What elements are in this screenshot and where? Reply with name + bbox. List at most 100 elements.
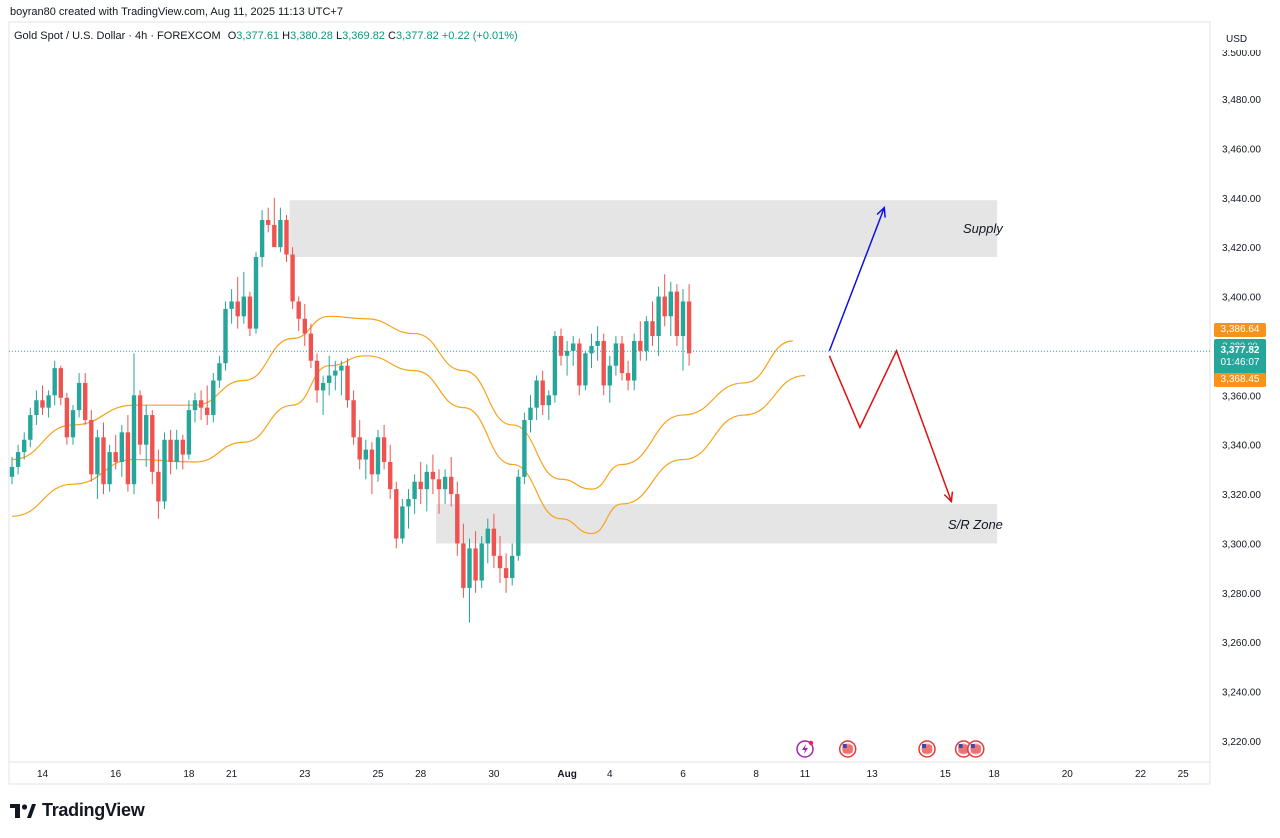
candle[interactable] xyxy=(583,350,588,391)
candle[interactable] xyxy=(485,518,490,564)
candle[interactable] xyxy=(101,422,106,495)
candle[interactable] xyxy=(503,553,509,593)
candle[interactable] xyxy=(442,469,448,504)
candle[interactable] xyxy=(522,412,527,485)
candle[interactable] xyxy=(345,358,350,408)
candle[interactable] xyxy=(528,395,533,433)
candle[interactable] xyxy=(235,276,240,329)
candle[interactable] xyxy=(95,429,100,500)
candle[interactable] xyxy=(564,340,570,376)
candle[interactable] xyxy=(375,429,381,482)
candle[interactable] xyxy=(369,442,375,495)
candle[interactable] xyxy=(455,481,460,556)
candle[interactable] xyxy=(320,375,326,416)
candle[interactable] xyxy=(473,531,478,593)
candle[interactable] xyxy=(388,444,393,500)
candle[interactable] xyxy=(70,405,76,445)
candle[interactable] xyxy=(613,336,619,376)
candle[interactable] xyxy=(198,390,204,420)
candle[interactable] xyxy=(357,420,362,470)
candle[interactable] xyxy=(58,365,63,406)
candle[interactable] xyxy=(467,538,472,623)
candle[interactable] xyxy=(180,434,185,470)
candle[interactable] xyxy=(314,353,320,403)
candle[interactable] xyxy=(595,326,600,361)
candle[interactable] xyxy=(22,432,27,460)
candle[interactable] xyxy=(223,301,228,371)
candle[interactable] xyxy=(424,464,429,512)
candle[interactable] xyxy=(632,333,637,391)
candle[interactable] xyxy=(400,499,405,544)
candle[interactable] xyxy=(64,392,70,445)
candle[interactable] xyxy=(241,271,246,324)
candle[interactable] xyxy=(266,207,271,233)
candle[interactable] xyxy=(534,375,539,420)
candle[interactable] xyxy=(144,405,149,467)
candle[interactable] xyxy=(680,289,686,371)
candle[interactable] xyxy=(686,284,692,366)
candle[interactable] xyxy=(278,207,283,253)
candle[interactable] xyxy=(461,523,466,598)
candle[interactable] xyxy=(156,449,161,519)
candle[interactable] xyxy=(52,360,57,406)
symbol-description[interactable]: Gold Spot / U.S. Dollar · 4h · FOREXCOM xyxy=(14,30,221,42)
candle[interactable] xyxy=(333,360,338,391)
candle[interactable] xyxy=(406,489,411,529)
candle[interactable] xyxy=(497,536,503,583)
us-economic-event-icon[interactable] xyxy=(838,740,857,758)
candle[interactable] xyxy=(430,454,436,495)
candle[interactable] xyxy=(650,301,655,346)
candle[interactable] xyxy=(247,291,253,337)
candle[interactable] xyxy=(113,434,118,470)
candle[interactable] xyxy=(83,373,88,425)
candle[interactable] xyxy=(296,296,301,332)
us-economic-event-icon[interactable] xyxy=(918,740,936,758)
candle[interactable] xyxy=(619,336,625,381)
candle[interactable] xyxy=(15,444,21,475)
bearish-projection-path[interactable] xyxy=(828,348,953,502)
candle[interactable] xyxy=(638,321,643,361)
us-economic-event-icon[interactable] xyxy=(954,740,973,758)
candle[interactable] xyxy=(174,429,179,470)
candle[interactable] xyxy=(217,355,222,388)
candle[interactable] xyxy=(625,360,631,391)
candle[interactable] xyxy=(107,444,112,492)
candle[interactable] xyxy=(674,284,680,346)
candle[interactable] xyxy=(162,432,167,509)
candle[interactable] xyxy=(308,323,314,369)
candle[interactable] xyxy=(253,252,259,334)
candle[interactable] xyxy=(436,469,442,514)
candle[interactable] xyxy=(644,316,649,361)
candle[interactable] xyxy=(168,429,173,475)
candle[interactable] xyxy=(540,370,545,416)
candle[interactable] xyxy=(601,333,606,396)
candle[interactable] xyxy=(479,536,484,588)
us-economic-event-icon[interactable] xyxy=(967,740,985,758)
candle[interactable] xyxy=(662,274,667,327)
candle[interactable] xyxy=(363,439,368,480)
candle[interactable] xyxy=(510,543,515,586)
candle[interactable] xyxy=(259,210,265,267)
candle[interactable] xyxy=(46,390,51,418)
currency-label[interactable]: USD xyxy=(1226,34,1247,45)
candle[interactable] xyxy=(449,457,454,507)
candle[interactable] xyxy=(137,390,143,455)
candle[interactable] xyxy=(577,338,582,396)
candle[interactable] xyxy=(656,286,661,356)
candle[interactable] xyxy=(150,410,155,485)
candle[interactable] xyxy=(34,390,39,425)
tradingview-footer[interactable]: TradingView xyxy=(10,800,145,821)
candle[interactable] xyxy=(28,407,33,448)
supply-zone[interactable] xyxy=(289,200,998,258)
candle[interactable] xyxy=(192,392,198,423)
candle[interactable] xyxy=(9,457,15,485)
candle[interactable] xyxy=(381,424,387,470)
candle[interactable] xyxy=(119,424,124,477)
candle[interactable] xyxy=(284,215,289,262)
candle[interactable] xyxy=(89,410,94,482)
candle[interactable] xyxy=(668,281,673,337)
candle[interactable] xyxy=(491,513,497,569)
candle[interactable] xyxy=(229,289,234,324)
candle[interactable] xyxy=(290,247,295,309)
